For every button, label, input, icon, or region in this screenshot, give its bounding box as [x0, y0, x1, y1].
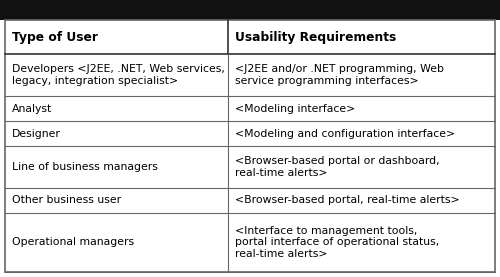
Text: service programming interfaces>: service programming interfaces>: [235, 76, 418, 86]
Text: Type of User: Type of User: [12, 30, 98, 43]
Text: legacy, integration specialist>: legacy, integration specialist>: [12, 76, 178, 86]
Text: <Interface to management tools,: <Interface to management tools,: [235, 226, 418, 236]
Text: Other business user: Other business user: [12, 196, 121, 206]
Text: Developers <J2EE, .NET, Web services,: Developers <J2EE, .NET, Web services,: [12, 64, 225, 75]
Text: Usability Requirements: Usability Requirements: [235, 30, 396, 43]
Text: <Browser-based portal or dashboard,: <Browser-based portal or dashboard,: [235, 156, 440, 166]
Bar: [0, 0, 500, 20]
Text: Designer: Designer: [12, 129, 61, 138]
Text: Analyst: Analyst: [12, 104, 52, 114]
Text: real-time alerts>: real-time alerts>: [235, 168, 328, 178]
Text: <Browser-based portal, real-time alerts>: <Browser-based portal, real-time alerts>: [235, 196, 460, 206]
Text: <Modeling and configuration interface>: <Modeling and configuration interface>: [235, 129, 455, 138]
Text: <J2EE and/or .NET programming, Web: <J2EE and/or .NET programming, Web: [235, 64, 444, 75]
Text: Line of business managers: Line of business managers: [12, 162, 158, 172]
Text: <Modeling interface>: <Modeling interface>: [235, 104, 355, 114]
Text: Operational managers: Operational managers: [12, 237, 134, 247]
Text: portal interface of operational status,: portal interface of operational status,: [235, 237, 439, 247]
Text: real-time alerts>: real-time alerts>: [235, 249, 328, 259]
